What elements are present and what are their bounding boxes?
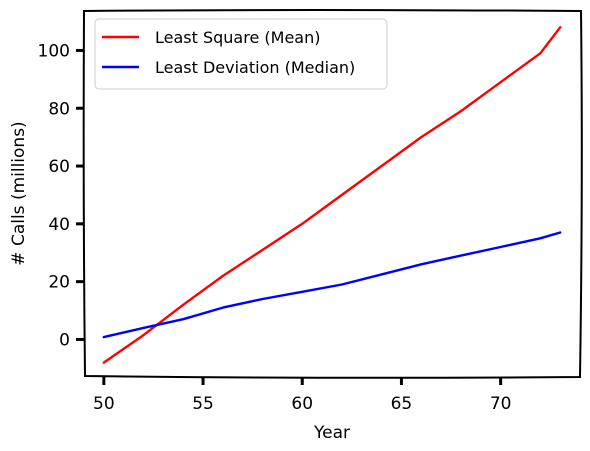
x-axis-title: Year <box>313 423 350 443</box>
series-line-0 <box>102 26 562 364</box>
x-axis-ticks: 50 55 60 65 70 <box>93 377 511 414</box>
x-tick-label-60: 60 <box>291 394 313 414</box>
legend-label-least-deviation: Least Deviation (Median) <box>155 58 355 77</box>
x-tick-label-50: 50 <box>93 394 115 414</box>
legend-box <box>94 18 388 90</box>
y-tick-label-20: 20 <box>48 273 70 293</box>
series-layer <box>102 26 562 364</box>
y-axis-title: # Calls (millions) <box>9 121 29 265</box>
x-tick-label-70: 70 <box>490 394 512 414</box>
legend: Least Square (Mean) Least Deviation (Med… <box>94 18 388 90</box>
y-tick-label-60: 60 <box>48 157 70 177</box>
y-tick-label-0: 0 <box>59 330 70 350</box>
x-tick-label-55: 55 <box>192 394 214 414</box>
y-axis-ticks: 0 20 40 60 80 100 <box>38 41 84 350</box>
series-line-1 <box>102 231 562 339</box>
y-tick-label-80: 80 <box>48 99 70 119</box>
y-tick-label-100: 100 <box>38 41 70 61</box>
plot-frame <box>82 9 583 379</box>
legend-label-least-square: Least Square (Mean) <box>155 28 320 47</box>
y-tick-label-40: 40 <box>48 215 70 235</box>
x-tick-label-65: 65 <box>391 394 413 414</box>
